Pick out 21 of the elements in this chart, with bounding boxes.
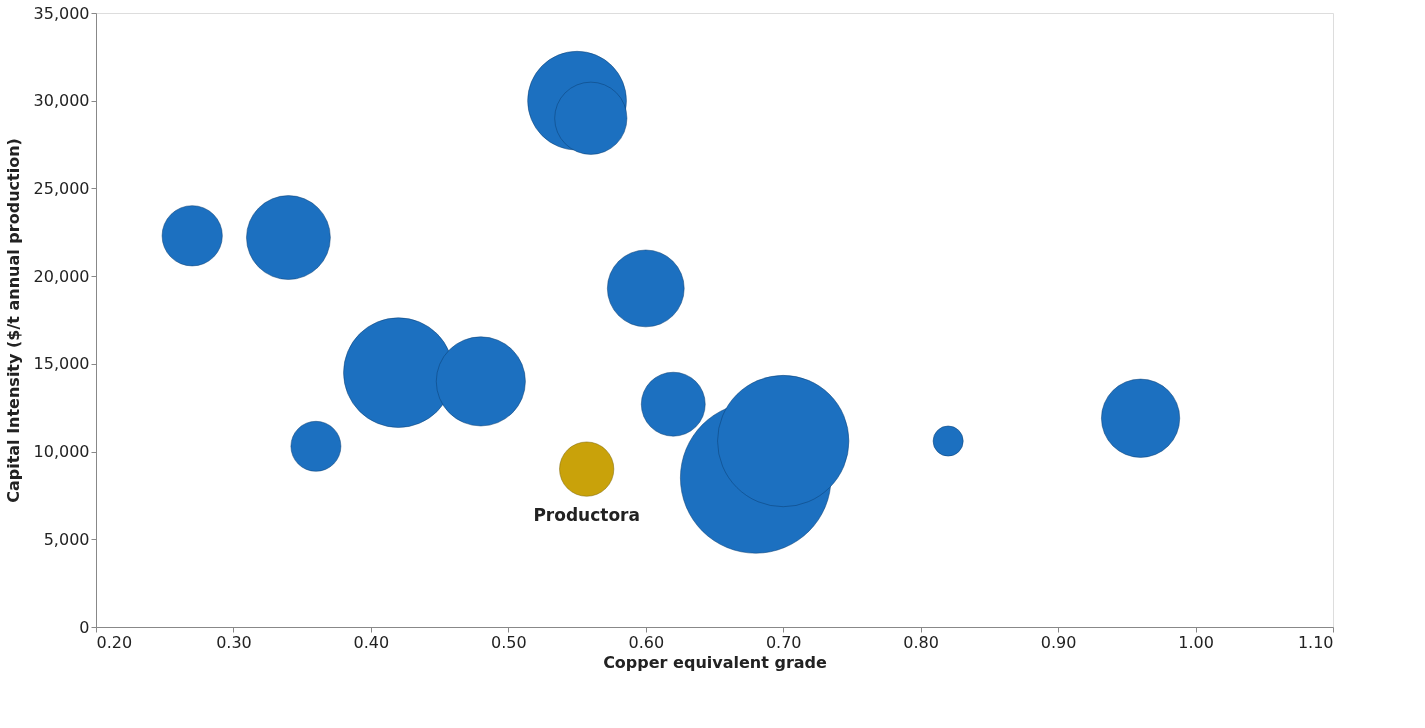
x-tick-label: 0.90 (1040, 632, 1077, 652)
y-tick-label: 25,000 (33, 178, 90, 198)
y-axis-title: Capital Intensity ($/t annual production) (3, 138, 23, 503)
x-tick-label: 0.40 (353, 632, 390, 652)
x-tick-label: 0.60 (628, 632, 665, 652)
x-tick-label: 0.30 (216, 632, 252, 652)
x-tick-label: 0.80 (903, 632, 939, 652)
y-tick-label: 20,000 (33, 266, 90, 286)
y-tick-label: 5,000 (43, 529, 90, 549)
x-tick-label: 1.00 (1178, 632, 1214, 652)
y-tick-label: 0 (79, 617, 90, 637)
x-tick-label: 0.20 (96, 632, 133, 652)
x-tick-label: 0.70 (765, 632, 802, 652)
x-tick-label: 1.10 (1297, 632, 1334, 652)
y-tick-label: 30,000 (33, 91, 90, 111)
y-tick-label: 35,000 (33, 3, 90, 23)
x-tick-label: 0.50 (491, 632, 527, 652)
y-tick-label: 15,000 (33, 354, 90, 374)
x-axis-title: Copper equivalent grade (603, 652, 828, 672)
series-label: Productora (533, 504, 640, 525)
y-tick-label: 10,000 (33, 442, 90, 462)
